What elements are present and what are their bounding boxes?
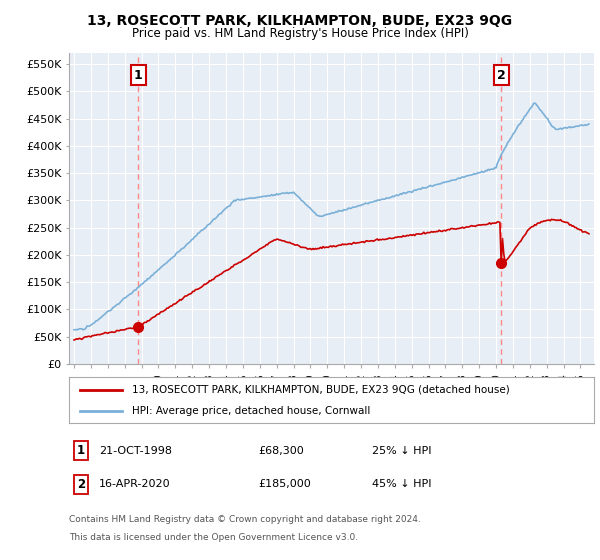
- Text: 21-OCT-1998: 21-OCT-1998: [99, 446, 172, 456]
- Text: Contains HM Land Registry data © Crown copyright and database right 2024.: Contains HM Land Registry data © Crown c…: [69, 515, 421, 524]
- Text: Price paid vs. HM Land Registry's House Price Index (HPI): Price paid vs. HM Land Registry's House …: [131, 27, 469, 40]
- Text: 45% ↓ HPI: 45% ↓ HPI: [372, 479, 431, 489]
- Text: 13, ROSECOTT PARK, KILKHAMPTON, BUDE, EX23 9QG: 13, ROSECOTT PARK, KILKHAMPTON, BUDE, EX…: [88, 14, 512, 28]
- Text: 2: 2: [77, 478, 85, 491]
- Text: £68,300: £68,300: [258, 446, 304, 456]
- Text: 25% ↓ HPI: 25% ↓ HPI: [372, 446, 431, 456]
- Text: £185,000: £185,000: [258, 479, 311, 489]
- Text: 13, ROSECOTT PARK, KILKHAMPTON, BUDE, EX23 9QG (detached house): 13, ROSECOTT PARK, KILKHAMPTON, BUDE, EX…: [132, 385, 510, 395]
- Text: 1: 1: [77, 444, 85, 458]
- Text: 1: 1: [134, 68, 143, 82]
- Text: HPI: Average price, detached house, Cornwall: HPI: Average price, detached house, Corn…: [132, 407, 370, 416]
- Text: 16-APR-2020: 16-APR-2020: [99, 479, 170, 489]
- Text: This data is licensed under the Open Government Licence v3.0.: This data is licensed under the Open Gov…: [69, 533, 358, 542]
- Text: 2: 2: [497, 68, 506, 82]
